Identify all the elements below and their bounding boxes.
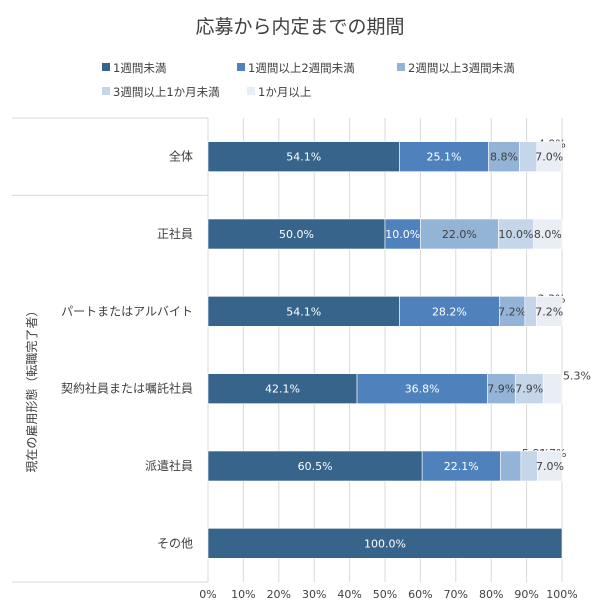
legend-swatch-2 xyxy=(397,63,405,71)
data-label-s0-c5: 100.0% xyxy=(364,537,406,550)
bar-s3-c0 xyxy=(519,141,538,172)
bar-s1-c1 xyxy=(384,218,421,250)
x-tick-label-10: 100% xyxy=(546,588,577,601)
category-label-5: その他 xyxy=(157,536,193,550)
bar-s0-c4 xyxy=(207,450,423,482)
legend-label-1: 1週間以上2週間未満 xyxy=(248,61,355,75)
x-tick-label-9: 90% xyxy=(514,588,538,601)
bar-s4-c4 xyxy=(537,450,563,482)
data-label-s2-c0: 8.8% xyxy=(490,151,518,164)
data-label-s4-c0: 7.0% xyxy=(535,151,563,164)
data-label-s4-c1: 8.0% xyxy=(534,228,562,241)
data-label-s0-c0: 54.1% xyxy=(286,151,321,164)
category-label-1: 正社員 xyxy=(157,226,193,241)
bar-s4-c3 xyxy=(542,373,563,404)
y-axis-title: 現在の雇用形態（転職完了者） xyxy=(24,305,39,473)
bar-s0-c0 xyxy=(207,141,400,172)
data-label-s4-c4: 7.0% xyxy=(536,460,564,473)
bar-s1-c3 xyxy=(356,373,488,404)
data-label-s1-c1: 10.0% xyxy=(385,228,420,241)
category-label-4: 派遣社員 xyxy=(145,458,193,473)
x-tick-label-0: 0% xyxy=(199,588,216,601)
bar-s2-c1 xyxy=(420,218,499,250)
data-label-s3-c3: 7.9% xyxy=(515,383,543,396)
legend-label-4: 1か月以上 xyxy=(258,85,311,99)
bar-s0-c1 xyxy=(207,218,386,250)
category-label-2: パートまたはアルバイト xyxy=(61,304,193,318)
bar-s2-c3 xyxy=(487,373,516,404)
data-label-s4-c3: 5.3% xyxy=(563,370,591,383)
bar-s3-c3 xyxy=(514,373,544,404)
x-tick-label-6: 60% xyxy=(408,588,432,601)
data-label-s2-c1: 22.0% xyxy=(442,228,477,241)
x-tick-label-4: 40% xyxy=(337,588,361,601)
data-label-s4-c2: 7.2% xyxy=(535,305,563,318)
data-label-s1-c2: 28.2% xyxy=(432,305,467,318)
x-tick-label-2: 20% xyxy=(267,588,291,601)
data-label-s2-c3: 7.9% xyxy=(487,383,515,396)
bar-s0-c2 xyxy=(207,296,400,327)
legend-swatch-3 xyxy=(102,87,110,95)
bar-s2-c4 xyxy=(500,450,522,482)
data-label-s1-c0: 25.1% xyxy=(426,151,461,164)
bar-s4-c2 xyxy=(536,296,563,327)
legend-label-3: 3週間以上1か月未満 xyxy=(113,85,220,99)
category-label-0: 全体 xyxy=(169,149,193,164)
legend-swatch-0 xyxy=(102,63,110,71)
bar-s4-c1 xyxy=(533,218,563,250)
x-tick-label-7: 70% xyxy=(444,588,468,601)
data-label-s0-c3: 42.1% xyxy=(265,383,300,396)
category-label-3: 契約社員または嘱託社員 xyxy=(61,381,193,396)
data-label-s1-c4: 22.1% xyxy=(444,460,479,473)
data-label-s0-c1: 50.0% xyxy=(279,228,314,241)
data-label-s1-c3: 36.8% xyxy=(405,383,440,396)
x-tick-label-3: 30% xyxy=(302,588,326,601)
data-label-s0-c2: 54.1% xyxy=(286,305,321,318)
legend-label-2: 2週間以上3週間未満 xyxy=(408,61,515,75)
x-tick-label-1: 10% xyxy=(231,588,255,601)
bar-s2-c2 xyxy=(499,296,526,327)
legend-label-0: 1週間未満 xyxy=(113,61,166,75)
data-label-s0-c4: 60.5% xyxy=(298,460,333,473)
legend-swatch-1 xyxy=(237,63,245,71)
x-tick-label-8: 80% xyxy=(479,588,503,601)
bar-s0-c5 xyxy=(207,528,563,559)
legend-swatch-4 xyxy=(247,87,255,95)
bar-s4-c0 xyxy=(536,141,562,172)
data-label-s3-c1: 10.0% xyxy=(499,228,534,241)
data-label-s2-c2: 7.2% xyxy=(498,305,526,318)
chart-title: 応募から内定までの期間 xyxy=(195,16,405,38)
bar-s0-c3 xyxy=(207,373,358,404)
x-tick-label-5: 50% xyxy=(373,588,397,601)
bar-s1-c2 xyxy=(399,296,500,327)
